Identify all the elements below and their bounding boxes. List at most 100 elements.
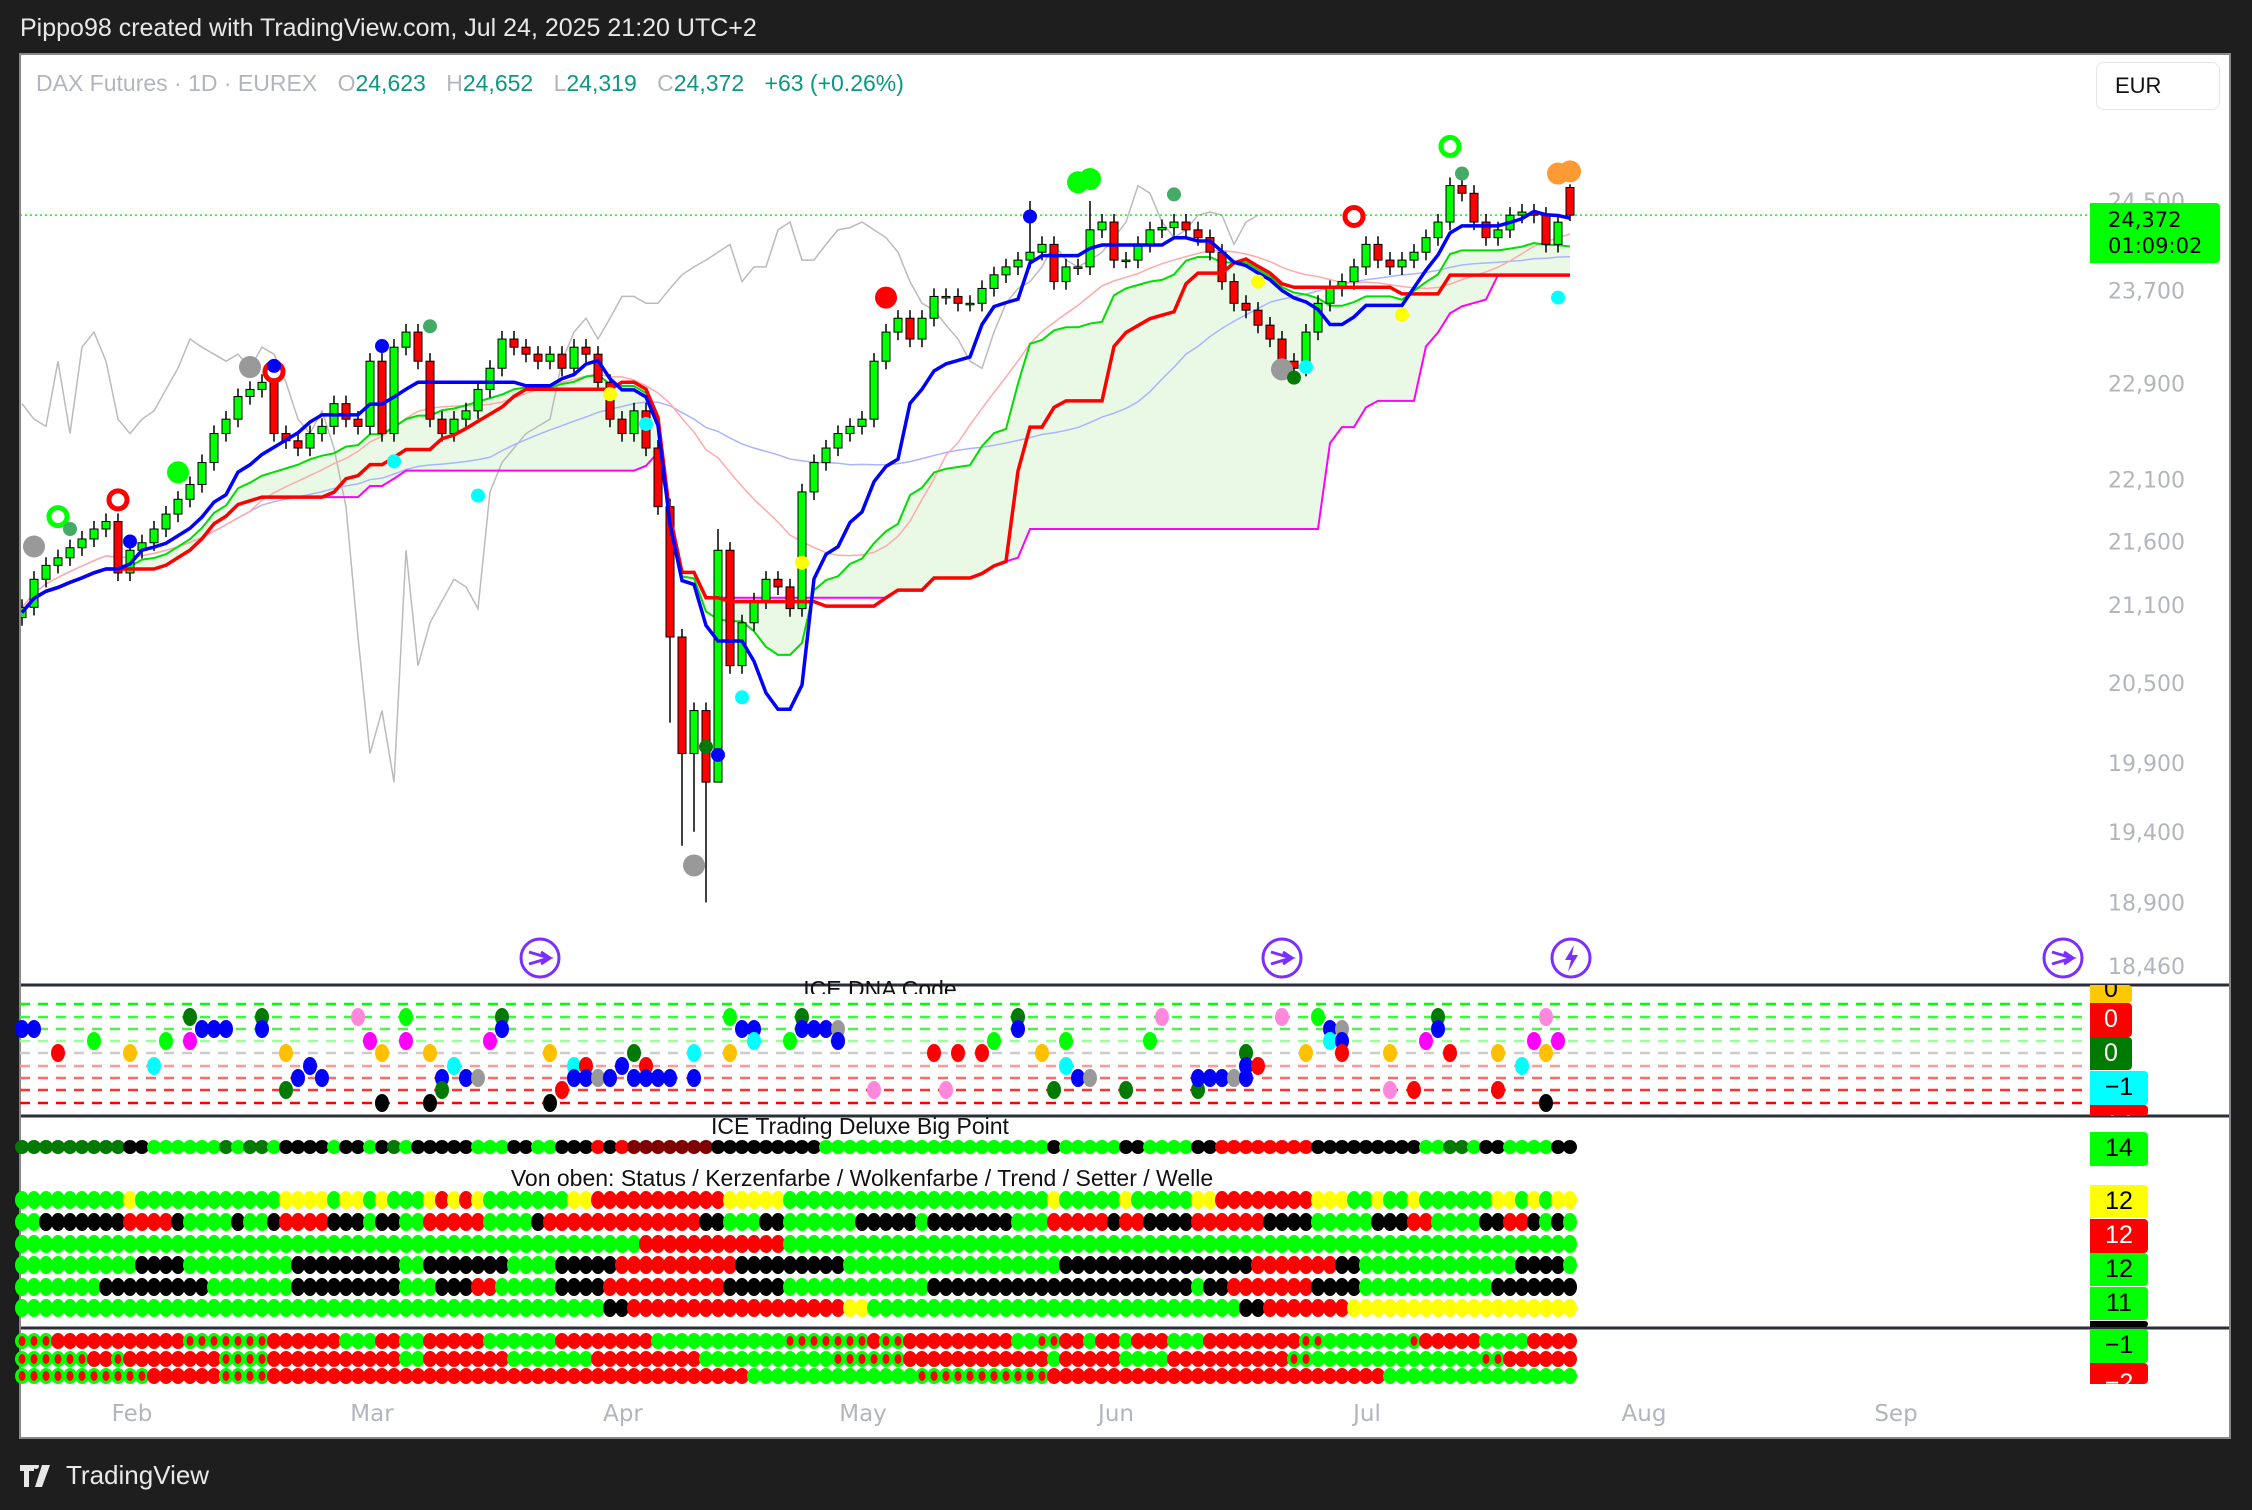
status-dot bbox=[1563, 1278, 1577, 1296]
status-dot bbox=[1203, 1278, 1217, 1296]
status-dot bbox=[1107, 1235, 1121, 1253]
status-dot bbox=[1035, 1278, 1049, 1296]
status-dot bbox=[399, 1235, 413, 1253]
status-dot bbox=[1299, 1235, 1313, 1253]
status-dot bbox=[1479, 1235, 1493, 1253]
status-dot bbox=[831, 1256, 845, 1274]
status-dot bbox=[303, 1213, 317, 1231]
status-dot bbox=[1551, 1278, 1565, 1296]
candle-body bbox=[1469, 192, 1479, 223]
status-dot bbox=[1527, 1213, 1541, 1231]
symbol-name[interactable]: DAX Futures · 1D · EUREX bbox=[36, 70, 318, 96]
status-dot bbox=[675, 1278, 689, 1296]
status-dot bbox=[1155, 1191, 1169, 1209]
candle-body bbox=[401, 331, 411, 348]
status-dot bbox=[1035, 1213, 1049, 1231]
bigpoint-dot bbox=[975, 1140, 989, 1154]
status-dot bbox=[171, 1256, 185, 1274]
candle bbox=[1109, 213, 1119, 269]
status-dot bbox=[1011, 1191, 1025, 1209]
currency-button[interactable]: EUR bbox=[2096, 62, 2220, 110]
status-dot bbox=[591, 1278, 605, 1296]
status-dot bbox=[159, 1235, 173, 1253]
status-dot bbox=[447, 1235, 461, 1253]
status-dot bbox=[1287, 1299, 1301, 1317]
momentum-dot bbox=[1095, 1333, 1109, 1349]
status-dot bbox=[279, 1299, 293, 1317]
momentum-dot bbox=[771, 1368, 785, 1384]
momentum-dot-core bbox=[882, 1336, 890, 1346]
bigpoint-dot bbox=[1419, 1140, 1433, 1154]
dna-dot bbox=[1299, 1044, 1313, 1062]
bigpoint-dot bbox=[603, 1140, 617, 1154]
status-dot bbox=[243, 1278, 257, 1296]
dna-dot bbox=[831, 1032, 845, 1050]
status-dot bbox=[219, 1278, 233, 1296]
arrow-right-circle-icon[interactable] bbox=[1261, 937, 1303, 979]
lightning-circle-icon[interactable] bbox=[1550, 937, 1592, 979]
momentum-dot bbox=[1275, 1368, 1289, 1384]
momentum-dot bbox=[291, 1351, 305, 1367]
bigpoint-dot bbox=[843, 1140, 857, 1154]
momentum-dot bbox=[1419, 1368, 1433, 1384]
bigpoint-dot bbox=[627, 1140, 641, 1154]
candle-body bbox=[569, 346, 579, 369]
status-dot bbox=[483, 1235, 497, 1253]
tenkan-line bbox=[20, 209, 1571, 711]
candle bbox=[545, 346, 555, 370]
status-dot bbox=[1215, 1213, 1229, 1231]
candle-body bbox=[1541, 214, 1551, 245]
dna-dot bbox=[807, 1020, 821, 1038]
status-dot bbox=[567, 1278, 581, 1296]
status-dot bbox=[1479, 1213, 1493, 1231]
bigpoint-dot bbox=[1191, 1140, 1205, 1154]
momentum-dot bbox=[579, 1351, 593, 1367]
status-dot bbox=[327, 1191, 341, 1209]
momentum-dot bbox=[147, 1351, 161, 1367]
status-dot bbox=[579, 1278, 593, 1296]
momentum-dot bbox=[483, 1333, 497, 1349]
bigpoint-dot bbox=[1239, 1140, 1253, 1154]
status-dot bbox=[1275, 1299, 1289, 1317]
candle-body bbox=[617, 418, 627, 435]
status-dot bbox=[1131, 1299, 1145, 1317]
status-dot bbox=[1275, 1213, 1289, 1231]
bigpoint-dot bbox=[1371, 1140, 1385, 1154]
signal-dot-marker bbox=[123, 534, 137, 549]
status-dot bbox=[51, 1235, 65, 1253]
status-dot bbox=[255, 1299, 269, 1317]
status-dot bbox=[1239, 1256, 1253, 1274]
momentum-dot bbox=[351, 1351, 365, 1367]
status-dot bbox=[819, 1256, 833, 1274]
status-dot bbox=[987, 1235, 1001, 1253]
momentum-dot-core bbox=[234, 1336, 242, 1346]
tradingview-logo[interactable]: TradingView bbox=[20, 1460, 209, 1491]
candle bbox=[629, 402, 639, 442]
momentum-dot bbox=[459, 1351, 473, 1367]
status-dot bbox=[219, 1191, 233, 1209]
status-dot bbox=[843, 1256, 857, 1274]
dna-dot bbox=[1551, 1032, 1565, 1050]
bigpoint-dot bbox=[1467, 1140, 1481, 1154]
momentum-dot bbox=[1503, 1351, 1517, 1367]
status-dot bbox=[1023, 1299, 1037, 1317]
status-dot bbox=[663, 1235, 677, 1253]
status-dot bbox=[399, 1256, 413, 1274]
candle bbox=[809, 454, 819, 501]
candle-body bbox=[941, 295, 951, 299]
momentum-dot bbox=[1071, 1333, 1085, 1349]
status-dot bbox=[363, 1256, 377, 1274]
momentum-dot bbox=[663, 1368, 677, 1384]
status-dot bbox=[87, 1213, 101, 1231]
momentum-dot bbox=[99, 1351, 113, 1367]
status-dot bbox=[303, 1299, 317, 1317]
candle-body bbox=[209, 433, 219, 464]
status-dot bbox=[1323, 1191, 1337, 1209]
arrow-right-circle-icon[interactable] bbox=[2042, 937, 2084, 979]
arrow-right-circle-icon[interactable] bbox=[519, 937, 561, 979]
status-dot bbox=[1059, 1278, 1073, 1296]
status-dot bbox=[1179, 1213, 1193, 1231]
candle-body bbox=[41, 564, 51, 580]
status-dot bbox=[651, 1235, 665, 1253]
